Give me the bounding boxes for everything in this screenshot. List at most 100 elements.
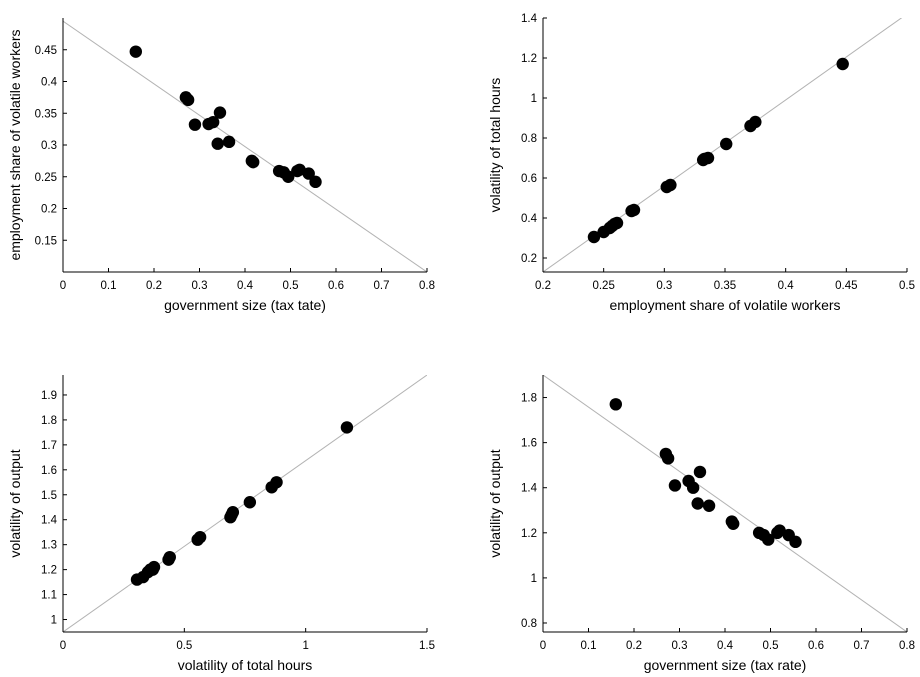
x-tick-label: 0 — [60, 640, 66, 652]
data-point — [270, 476, 283, 489]
chart-panel-2: 0.2 0.25 0.3 0.35 0.4 0.45 0.5 0.2 0.4 0.6 0.8 1 1.2… — [487, 13, 915, 313]
y-tick-label: 1.6 — [41, 465, 57, 477]
data-point — [243, 496, 257, 509]
y-axis-label: volatility of output — [7, 449, 23, 557]
y-tick-label: 1 — [531, 93, 537, 105]
data-point — [222, 135, 236, 149]
data-point — [691, 497, 704, 510]
y-tick-label: 0.2 — [521, 253, 537, 265]
y-tick-label: 1.8 — [41, 415, 57, 427]
fit-line — [63, 20, 427, 272]
x-tick-label: 0.5 — [763, 640, 779, 652]
data-point — [664, 178, 677, 192]
data-point — [587, 230, 601, 244]
data-point — [762, 533, 775, 546]
x-tick-label: 1.5 — [419, 640, 435, 652]
x-tick-label: 0.1 — [581, 640, 597, 652]
y-tick-label: 0.25 — [35, 172, 57, 184]
x-tick-label: 0 — [540, 640, 546, 652]
x-tick-label: 0.25 — [592, 280, 614, 292]
x-tick-label: 0.4 — [717, 640, 734, 652]
y-tick-label: 1.5 — [41, 490, 57, 502]
chart-panel-1: 0 0.1 0.2 0.3 0.4 0.5 0.6 0.7 0.8 0.15 0.2 0.25 0.3 0… — [7, 18, 435, 313]
y-tick-label: 1.9 — [41, 390, 57, 402]
chart-panel-4: 0 0.1 0.2 0.3 0.4 0.5 0.6 0.7 0.8 0.8 1 1.2 1.4 1.6 1.… — [487, 375, 915, 673]
x-tick-label: 0.2 — [146, 280, 162, 292]
y-tick-label: 0.6 — [521, 173, 537, 185]
x-tick-label: 0.3 — [192, 280, 208, 292]
data-point — [163, 550, 176, 564]
x-tick-label: 0.5 — [283, 280, 299, 292]
x-tick-label: 0.4 — [778, 280, 795, 292]
y-tick-label: 0.4 — [41, 77, 58, 89]
data-point — [226, 506, 240, 519]
data-point — [661, 452, 675, 465]
y-tick-label: 1 — [51, 615, 57, 627]
x-tick-label: 0.45 — [835, 280, 857, 292]
x-tick-label: 0.1 — [101, 280, 117, 292]
x-tick-label: 0.3 — [672, 640, 688, 652]
y-tick-label: 1.6 — [521, 438, 537, 450]
data-point — [749, 115, 762, 129]
data-point — [282, 170, 295, 183]
data-point — [627, 203, 641, 217]
x-tick-label: 0.8 — [899, 640, 915, 652]
y-tick-label: 1.2 — [521, 528, 537, 540]
data-point — [129, 45, 142, 58]
x-tick-label: 0.35 — [714, 280, 736, 292]
y-tick-label: 0.15 — [35, 235, 57, 247]
y-tick-label: 0.8 — [521, 133, 537, 145]
data-point — [668, 479, 682, 492]
data-point — [181, 93, 195, 107]
y-tick-label: 0.45 — [35, 45, 57, 57]
y-tick-label: 1.2 — [41, 565, 57, 577]
y-tick-label: 1.4 — [521, 483, 538, 495]
data-point — [147, 560, 161, 574]
x-tick-label: 0.4 — [237, 280, 254, 292]
x-axis-label: volatility of total hours — [178, 657, 313, 673]
data-point — [720, 137, 733, 151]
x-tick-label: 1 — [302, 640, 308, 652]
data-point — [246, 155, 260, 169]
x-tick-label: 0.2 — [626, 640, 642, 652]
x-axis-label: government size (tax tate) — [164, 297, 326, 313]
data-point — [686, 481, 700, 494]
y-tick-label: 0.3 — [41, 140, 57, 152]
data-point — [836, 57, 849, 71]
x-tick-label: 0.5 — [176, 640, 192, 652]
y-tick-label: 1.4 — [41, 515, 58, 527]
chart-panel-3: 0 0.5 1 1.5 1 1.1 1.2 1.3 1.4 1.5 1.6 1.7 1.8 1.9 vola… — [7, 375, 435, 673]
y-axis-label: volatility of output — [487, 449, 503, 557]
data-point — [726, 517, 740, 530]
y-tick-label: 0.35 — [35, 108, 57, 120]
data-point — [609, 398, 622, 411]
data-point — [206, 115, 220, 129]
x-tick-label: 0 — [60, 280, 66, 292]
y-tick-label: 0.8 — [521, 618, 537, 630]
x-tick-label: 0.6 — [328, 280, 344, 292]
fit-line — [543, 375, 907, 632]
data-point — [188, 118, 202, 131]
x-axis-label: government size (tax rate) — [644, 657, 807, 673]
data-point — [340, 421, 354, 434]
y-tick-label: 1.8 — [521, 393, 537, 405]
x-tick-label: 0.7 — [374, 280, 390, 292]
y-tick-label: 1.3 — [41, 540, 57, 552]
data-point — [193, 530, 207, 544]
data-point — [302, 167, 315, 180]
y-tick-label: 0.2 — [41, 204, 57, 216]
data-point — [211, 137, 224, 150]
y-tick-label: 1 — [531, 573, 537, 585]
y-tick-label: 1.1 — [41, 590, 57, 602]
y-axis-label: volatility of total hours — [487, 78, 503, 213]
y-tick-label: 1.2 — [521, 53, 537, 65]
x-tick-label: 0.7 — [854, 640, 870, 652]
x-tick-label: 0.6 — [808, 640, 824, 652]
x-tick-label: 0.3 — [656, 280, 672, 292]
data-point — [702, 499, 716, 512]
data-point — [610, 216, 624, 230]
x-tick-label: 0.2 — [535, 280, 551, 292]
data-point — [701, 151, 715, 165]
x-axis-label: employment share of volatile workers — [609, 297, 840, 313]
